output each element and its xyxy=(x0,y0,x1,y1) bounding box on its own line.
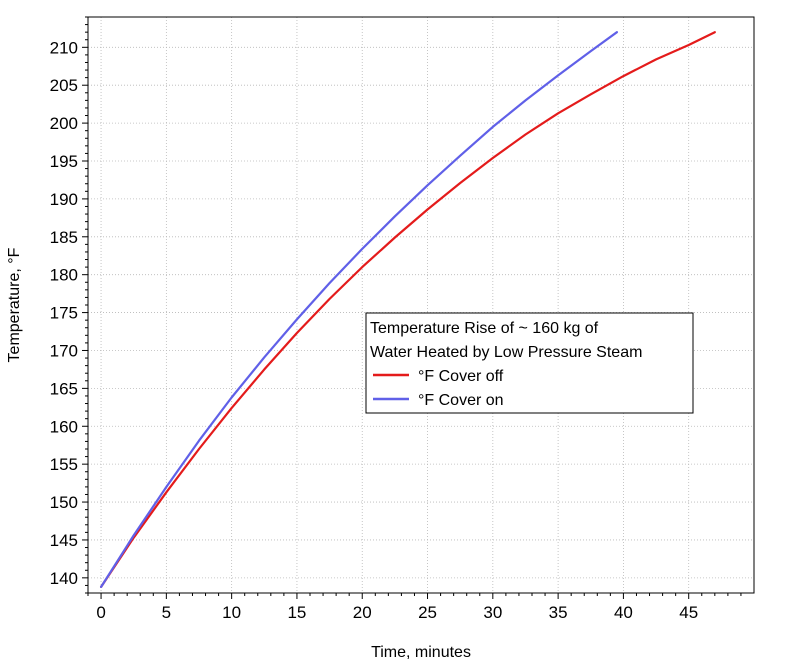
y-tick-label: 140 xyxy=(50,569,78,588)
plot-frame xyxy=(87,16,755,594)
x-tick-label: 20 xyxy=(353,603,372,622)
x-axis: 0 5 10 15 20 25 30 35 40 45 xyxy=(87,593,742,622)
y-tick-label: 180 xyxy=(50,266,78,285)
y-tick-label: 170 xyxy=(50,341,78,360)
grid-lines xyxy=(88,17,754,593)
series-line-cover-off xyxy=(99,31,716,589)
x-tick-label: 45 xyxy=(679,603,698,622)
y-tick-label: 165 xyxy=(50,379,78,398)
x-tick-label: 0 xyxy=(96,603,105,622)
y-tick-label: 195 xyxy=(50,152,78,171)
y-tick-label: 185 xyxy=(50,228,78,247)
y-tick-label: 205 xyxy=(50,76,78,95)
x-tick-label: 35 xyxy=(549,603,568,622)
legend-label-cover-on: °F Cover on xyxy=(418,392,504,409)
y-tick-label: 200 xyxy=(50,114,78,133)
legend: Temperature Rise of ~ 160 kg of Water He… xyxy=(365,312,694,414)
y-tick-label: 150 xyxy=(50,493,78,512)
series-line-cover-on xyxy=(99,31,619,589)
x-tick-label: 10 xyxy=(222,603,241,622)
y-tick-label: 175 xyxy=(50,304,78,323)
y-axis: 140 145 150 155 160 165 170 175 180 185 190 195 200 2… xyxy=(50,16,88,594)
x-tick-label: 25 xyxy=(418,603,437,622)
y-tick-label: 190 xyxy=(50,190,78,209)
y-tick-label: 145 xyxy=(50,531,78,550)
x-axis-label: Time, minutes xyxy=(371,644,471,661)
legend-box xyxy=(365,312,694,414)
y-tick-label: 160 xyxy=(50,417,78,436)
y-tick-label: 210 xyxy=(50,38,78,57)
legend-label-cover-off: °F Cover off xyxy=(418,368,504,385)
x-tick-label: 40 xyxy=(614,603,633,622)
x-tick-label: 30 xyxy=(483,603,502,622)
series-lines xyxy=(99,31,716,589)
x-tick-label: 5 xyxy=(162,603,171,622)
legend-title-line-2: Water Heated by Low Pressure Steam xyxy=(370,344,642,361)
y-tick-label: 155 xyxy=(50,455,78,474)
y-axis-label: Temperature, °F xyxy=(6,247,23,362)
legend-title-line-1: Temperature Rise of ~ 160 kg of xyxy=(370,320,599,337)
x-tick-label: 15 xyxy=(287,603,306,622)
